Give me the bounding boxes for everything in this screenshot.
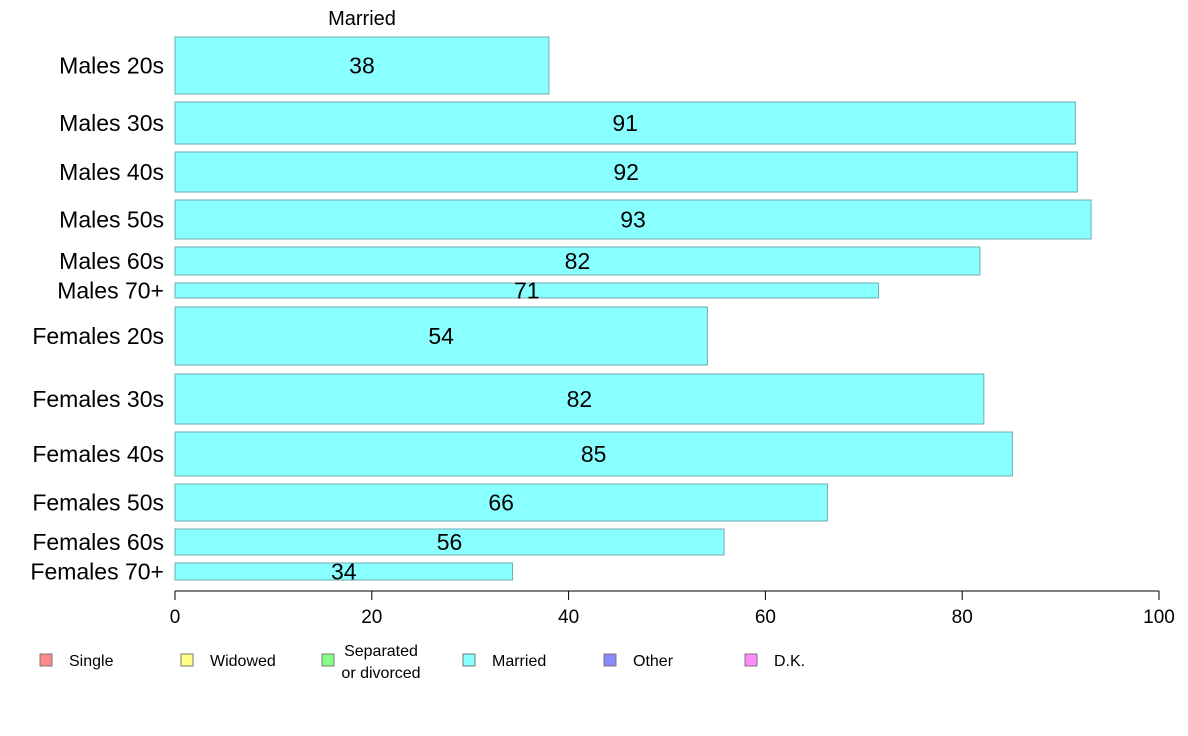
data-label: 34 [331,559,357,585]
category-label: Males 20s [59,53,164,79]
bar-males-30s [174,101,1076,145]
category-label: Females 50s [32,490,164,516]
x-tick-label: 60 [755,607,776,628]
category-label: Females 70+ [30,559,164,585]
x-tick-label: 0 [170,607,181,628]
bar-males-40s [174,151,1078,193]
data-label: 82 [565,248,591,274]
x-tick-label: 100 [1143,607,1175,628]
legend-swatch [744,653,758,667]
x-tick-label: 40 [558,607,579,628]
bar-males-60s [174,246,981,276]
legend-swatch [462,653,476,667]
category-labels: Males 20s Males 30s Males 40s Males 50s Male… [30,53,164,585]
x-axis: 0 20 40 60 80 100 [170,590,1175,628]
x-tick-label: 80 [952,607,973,628]
bar-females-40s [174,431,1013,477]
category-label: Males 70+ [57,278,164,304]
category-label: Males 50s [59,207,164,233]
data-label: 92 [613,159,639,185]
legend-label: Widowed [210,653,276,670]
legend-label: Other [633,653,674,670]
data-label: 82 [567,386,593,412]
category-label: Males 30s [59,110,164,136]
bars: 38 91 92 93 82 71 54 82 85 66 56 34 [174,36,1092,585]
data-label: 91 [612,110,638,136]
data-label: 38 [349,53,375,79]
legend: Single Widowed Separated or divorced Married… [39,643,805,682]
legend-swatch [603,653,617,667]
data-label: 71 [514,278,540,304]
legend-swatch [39,653,53,667]
category-label: Females 60s [32,529,164,555]
legend-label: Separated or divorced [341,643,420,682]
bar-females-60s [174,528,725,556]
x-tick-label: 20 [361,607,382,628]
data-label: 54 [428,323,454,349]
data-label: 85 [581,441,607,467]
bar-females-30s [174,373,985,425]
data-label: 56 [437,529,463,555]
legend-label: Single [69,653,114,670]
bar-males-50s [174,199,1092,240]
column-header: Married [328,8,396,30]
category-label: Males 40s [59,159,164,185]
category-label: Females 20s [32,323,164,349]
category-label: Females 30s [32,386,164,412]
legend-label: D.K. [774,653,805,670]
bar-males-20s [174,36,550,95]
legend-label: Married [492,653,546,670]
bar-males-70- [174,282,880,299]
bar-females-50s [174,483,828,522]
legend-swatch [180,653,194,667]
category-label: Females 40s [32,441,164,467]
legend-swatch [321,653,335,667]
data-label: 93 [620,207,646,233]
category-label: Males 60s [59,248,164,274]
bar-females-70- [174,562,514,581]
data-label: 66 [488,490,514,516]
bar-females-20s [174,306,708,366]
